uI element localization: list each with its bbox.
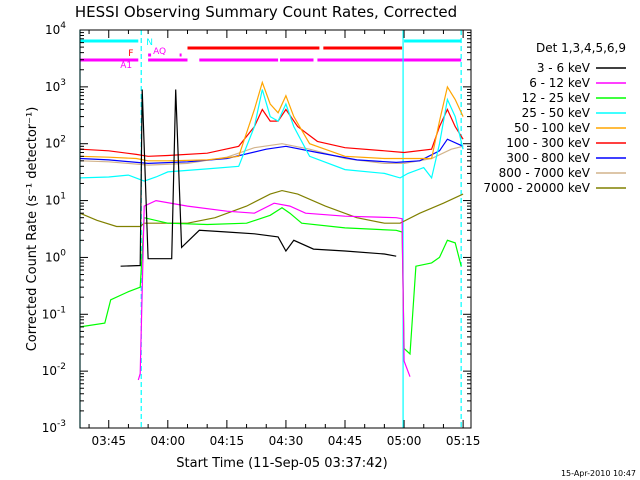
- flag-bar-label: N: [146, 38, 153, 48]
- x-tick-label: 03:45: [91, 434, 126, 448]
- y-axis: 10-3 10-2 10-1 100 101 102 103 104: [42, 21, 471, 435]
- y-tick-label: 100: [45, 248, 66, 264]
- x-tick-label: 04:30: [269, 434, 304, 448]
- legend-entry-label: 25 - 50 keV: [522, 106, 591, 120]
- y-tick-label: 102: [45, 135, 66, 151]
- flag-bars: N F AQ A1: [80, 38, 462, 71]
- y-tick-label: 10-1: [42, 305, 66, 321]
- y-tick-label: 10-3: [42, 419, 66, 435]
- series-line: [79, 138, 464, 165]
- x-tick-label: 05:15: [446, 434, 481, 448]
- y-axis-label: Corrected Count Rate (s⁻¹ detector⁻¹): [25, 107, 40, 352]
- legend-entry-label: 3 - 6 keV: [537, 61, 591, 75]
- series-line: [120, 89, 397, 267]
- footer-date: 15-Apr-2010 10:47: [561, 469, 636, 478]
- y-tick-label: 101: [45, 192, 66, 208]
- x-tick-label: 04:00: [151, 434, 186, 448]
- x-tick-label: 04:15: [210, 434, 245, 448]
- y-tick-label: 103: [45, 78, 66, 94]
- series-line: [79, 108, 464, 157]
- flag-bar-label: A1: [120, 61, 132, 71]
- x-tick-label: 05:00: [387, 434, 422, 448]
- legend-entry-label: 50 - 100 keV: [514, 121, 591, 135]
- x-axis-label: Start Time (11-Sep-05 03:37:42): [176, 456, 387, 471]
- legend-entry-label: 12 - 25 keV: [522, 91, 591, 105]
- x-axis: 03:45 04:00 04:15 04:30 04:45 05:00 05:15: [88, 30, 481, 448]
- chart-title: HESSI Observing Summary Count Rates, Cor…: [75, 3, 457, 21]
- flag-bar-label: F: [128, 49, 133, 59]
- series-line: [79, 80, 464, 162]
- series-line: [79, 206, 462, 356]
- data-series: [79, 80, 464, 381]
- legend-entry-label: 6 - 12 keV: [529, 76, 591, 90]
- x-tick-label: 04:45: [328, 434, 363, 448]
- series-line: [79, 189, 464, 228]
- series-line: [137, 199, 411, 381]
- legend-entry-label: 7000 - 20000 keV: [483, 181, 590, 195]
- legend-entry-label: 300 - 800 keV: [506, 151, 590, 165]
- series-line: [79, 143, 464, 166]
- y-tick-label: 10-2: [42, 362, 66, 378]
- flag-bar-label: AQ: [153, 47, 166, 57]
- legend-entry-label: 800 - 7000 keV: [499, 166, 591, 180]
- series-line: [79, 89, 464, 182]
- y-tick-label: 104: [45, 21, 66, 37]
- vertical-markers: [79, 30, 462, 428]
- legend-entry-label: 100 - 300 keV: [506, 136, 590, 150]
- legend-title: Det 1,3,4,5,6,9: [536, 41, 626, 55]
- plot-frame: [79, 29, 472, 429]
